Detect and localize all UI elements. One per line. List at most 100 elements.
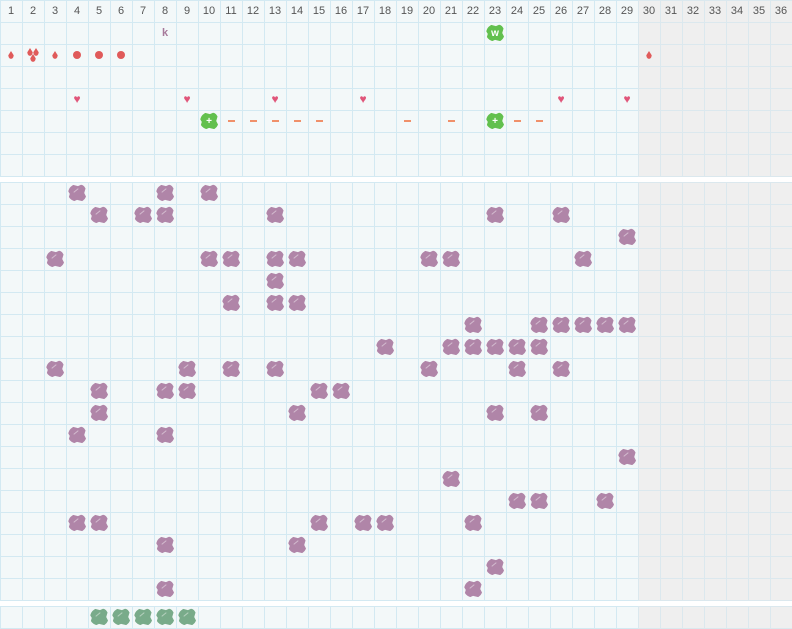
purple-tile[interactable]	[154, 534, 176, 556]
purple-tile[interactable]	[154, 578, 176, 600]
purple-tile[interactable]	[176, 380, 198, 402]
purple-tile[interactable]	[616, 226, 638, 248]
purple-tile[interactable]	[528, 402, 550, 424]
purple-tile[interactable]	[418, 358, 440, 380]
purple-tile[interactable]	[484, 204, 506, 226]
purple-tile[interactable]	[198, 182, 220, 204]
purple-tile[interactable]	[440, 468, 462, 490]
purple-tile[interactable]	[528, 336, 550, 358]
purple-tile[interactable]	[506, 490, 528, 512]
purple-tile[interactable]	[550, 314, 572, 336]
marker-cell[interactable]: ♥	[352, 88, 374, 110]
purple-tile[interactable]	[176, 358, 198, 380]
purple-tile[interactable]	[506, 336, 528, 358]
marker-cell[interactable]	[66, 44, 88, 66]
purple-tile[interactable]	[440, 336, 462, 358]
purple-tile[interactable]	[88, 204, 110, 226]
marker-cell[interactable]	[264, 110, 286, 132]
purple-tile[interactable]	[308, 380, 330, 402]
marker-cell[interactable]	[308, 110, 330, 132]
marker-cell[interactable]: w	[484, 22, 506, 44]
marker-cell[interactable]	[506, 110, 528, 132]
purple-tile[interactable]	[198, 248, 220, 270]
marker-cell[interactable]	[528, 110, 550, 132]
purple-tile[interactable]	[462, 336, 484, 358]
marker-cell[interactable]: +	[484, 110, 506, 132]
purple-tile[interactable]	[484, 336, 506, 358]
purple-tile[interactable]	[154, 182, 176, 204]
marker-cell[interactable]	[220, 110, 242, 132]
purple-tile[interactable]	[506, 358, 528, 380]
marker-cell[interactable]: ♥	[264, 88, 286, 110]
purple-tile[interactable]	[44, 358, 66, 380]
purple-tile[interactable]	[374, 512, 396, 534]
green-tile[interactable]	[132, 606, 154, 628]
purple-tile[interactable]	[88, 402, 110, 424]
purple-tile[interactable]	[220, 358, 242, 380]
purple-tile[interactable]	[616, 314, 638, 336]
purple-tile[interactable]	[264, 358, 286, 380]
purple-tile[interactable]	[66, 182, 88, 204]
purple-tile[interactable]	[528, 314, 550, 336]
purple-tile[interactable]	[330, 380, 352, 402]
purple-tile[interactable]	[66, 424, 88, 446]
marker-cell[interactable]	[286, 110, 308, 132]
purple-tile[interactable]	[550, 358, 572, 380]
marker-cell[interactable]	[396, 110, 418, 132]
purple-tile[interactable]	[550, 204, 572, 226]
marker-cell[interactable]	[110, 44, 132, 66]
purple-tile[interactable]	[462, 512, 484, 534]
purple-tile[interactable]	[594, 314, 616, 336]
purple-tile[interactable]	[308, 512, 330, 534]
marker-cell[interactable]	[242, 110, 264, 132]
purple-tile[interactable]	[462, 578, 484, 600]
purple-tile[interactable]	[66, 512, 88, 534]
purple-tile[interactable]	[264, 204, 286, 226]
purple-tile[interactable]	[572, 314, 594, 336]
green-tile[interactable]	[110, 606, 132, 628]
purple-tile[interactable]	[462, 314, 484, 336]
purple-tile[interactable]	[264, 292, 286, 314]
marker-cell[interactable]: ♥	[616, 88, 638, 110]
green-tile[interactable]	[154, 606, 176, 628]
purple-tile[interactable]	[440, 248, 462, 270]
marker-cell[interactable]	[44, 44, 66, 66]
marker-cell[interactable]	[0, 44, 22, 66]
marker-cell[interactable]	[440, 110, 462, 132]
purple-tile[interactable]	[88, 380, 110, 402]
marker-cell[interactable]: +	[198, 110, 220, 132]
marker-cell[interactable]: ♥	[66, 88, 88, 110]
purple-tile[interactable]	[572, 248, 594, 270]
purple-tile[interactable]	[286, 248, 308, 270]
purple-tile[interactable]	[44, 248, 66, 270]
purple-tile[interactable]	[286, 402, 308, 424]
purple-blob-icon	[221, 250, 241, 268]
purple-tile[interactable]	[484, 556, 506, 578]
marker-cell[interactable]: k	[154, 22, 176, 44]
green-tile[interactable]	[176, 606, 198, 628]
purple-tile[interactable]	[154, 380, 176, 402]
purple-tile[interactable]	[352, 512, 374, 534]
purple-tile[interactable]	[220, 292, 242, 314]
purple-tile[interactable]	[616, 446, 638, 468]
purple-tile[interactable]	[418, 248, 440, 270]
marker-cell[interactable]: ♥	[550, 88, 572, 110]
purple-tile[interactable]	[154, 424, 176, 446]
purple-tile[interactable]	[374, 336, 396, 358]
green-tile[interactable]	[88, 606, 110, 628]
purple-tile[interactable]	[264, 270, 286, 292]
marker-cell[interactable]: ♥	[176, 88, 198, 110]
marker-cell[interactable]	[22, 44, 44, 66]
purple-tile[interactable]	[286, 292, 308, 314]
marker-cell[interactable]	[88, 44, 110, 66]
marker-cell[interactable]	[638, 44, 660, 66]
purple-tile[interactable]	[154, 204, 176, 226]
purple-tile[interactable]	[88, 512, 110, 534]
purple-tile[interactable]	[220, 248, 242, 270]
purple-tile[interactable]	[132, 204, 154, 226]
purple-tile[interactable]	[484, 402, 506, 424]
purple-tile[interactable]	[264, 248, 286, 270]
purple-tile[interactable]	[594, 490, 616, 512]
purple-tile[interactable]	[528, 490, 550, 512]
purple-tile[interactable]	[286, 534, 308, 556]
